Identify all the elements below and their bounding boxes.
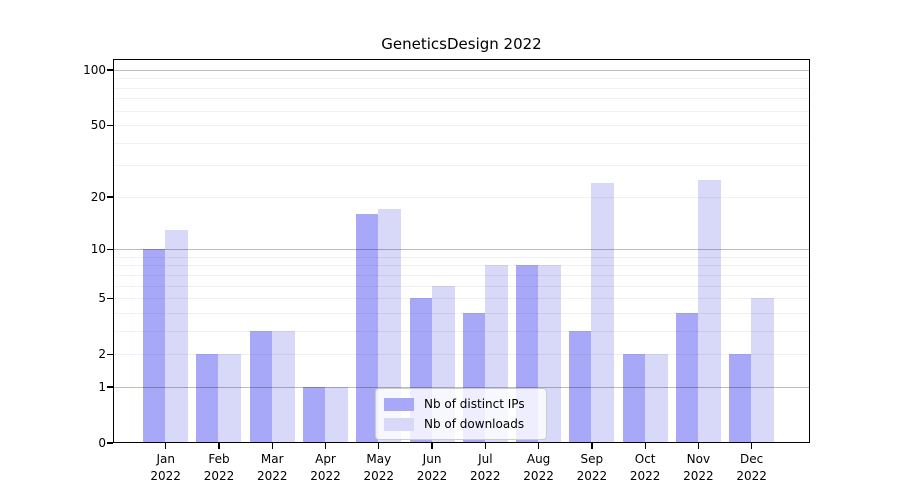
y-tick-mark bbox=[107, 248, 113, 250]
bar-downloads bbox=[751, 298, 775, 443]
minor-gridline bbox=[113, 110, 810, 112]
x-tick-mark bbox=[537, 443, 540, 449]
x-tick-mark bbox=[271, 443, 273, 449]
legend-swatch-downloads bbox=[384, 417, 414, 431]
bar-distinct-ips bbox=[356, 214, 380, 443]
bar-distinct-ips bbox=[196, 354, 220, 443]
x-tick-label: Mar 2022 bbox=[256, 452, 288, 483]
x-tick-label: Dec 2022 bbox=[736, 452, 767, 483]
x-tick-mark bbox=[644, 443, 646, 449]
bar-distinct-ips bbox=[622, 354, 646, 443]
major-gridline bbox=[113, 69, 810, 71]
x-tick-label: Apr 2022 bbox=[310, 452, 341, 483]
bar-downloads bbox=[644, 354, 668, 443]
minor-gridline bbox=[113, 285, 810, 287]
bar-downloads bbox=[218, 354, 242, 443]
x-tick-mark bbox=[218, 443, 220, 449]
legend: Nb of distinct IPs Nb of downloads bbox=[375, 388, 547, 440]
y-tick-mark bbox=[107, 124, 113, 126]
y-tick-mark bbox=[107, 297, 113, 299]
legend-item: Nb of distinct IPs bbox=[384, 394, 538, 414]
minor-gridline bbox=[113, 78, 810, 80]
plot-frame bbox=[113, 59, 810, 443]
x-tick-mark bbox=[484, 443, 487, 449]
minor-gridline bbox=[113, 354, 810, 356]
legend-label: Nb of downloads bbox=[424, 417, 525, 431]
y-tick-mark bbox=[107, 196, 113, 198]
x-tick-mark bbox=[165, 443, 167, 449]
y-tick-mark bbox=[107, 386, 113, 388]
x-tick-mark bbox=[324, 443, 327, 449]
y-tick-label: 5 bbox=[98, 291, 106, 306]
minor-gridline bbox=[113, 165, 810, 167]
bar-downloads bbox=[697, 179, 721, 443]
bar-downloads bbox=[165, 229, 189, 443]
x-tick-label: Feb 2022 bbox=[203, 452, 235, 483]
x-tick-label: Jan 2022 bbox=[150, 452, 181, 483]
x-tick-mark bbox=[378, 443, 380, 449]
bar-downloads bbox=[378, 209, 402, 443]
bar-downloads bbox=[271, 330, 295, 443]
minor-gridline bbox=[113, 142, 810, 144]
minor-gridline bbox=[113, 312, 810, 314]
y-tick-label: 1 bbox=[98, 379, 106, 394]
legend-swatch-distinct-ips bbox=[384, 397, 414, 411]
minor-gridline bbox=[113, 98, 810, 100]
x-tick-label: Oct 2022 bbox=[629, 452, 661, 483]
y-tick-mark bbox=[107, 442, 113, 444]
minor-gridline bbox=[113, 298, 810, 300]
y-tick-label: 20 bbox=[90, 189, 106, 204]
bar-distinct-ips bbox=[303, 386, 326, 443]
y-tick-mark bbox=[107, 353, 113, 355]
x-tick-mark bbox=[431, 443, 433, 449]
x-tick-mark bbox=[697, 443, 700, 449]
minor-gridline bbox=[113, 330, 810, 332]
y-tick-mark bbox=[107, 69, 113, 71]
major-gridline bbox=[113, 386, 810, 388]
x-tick-label: May 2022 bbox=[363, 452, 395, 483]
minor-gridline bbox=[113, 196, 810, 198]
minor-gridline bbox=[113, 265, 810, 267]
bar-distinct-ips bbox=[729, 354, 753, 443]
x-tick-label: Sep 2022 bbox=[576, 452, 608, 483]
y-tick-label: 0 bbox=[98, 436, 106, 450]
bar-distinct-ips bbox=[675, 312, 699, 443]
y-tick-label: 100 bbox=[83, 63, 106, 77]
x-tick-mark bbox=[591, 443, 593, 449]
y-tick-label: 50 bbox=[90, 118, 106, 133]
minor-gridline bbox=[113, 125, 810, 127]
x-tick-label: Nov 2022 bbox=[683, 452, 714, 483]
y-tick-label: 2 bbox=[98, 347, 106, 362]
minor-gridline bbox=[113, 87, 810, 89]
x-tick-mark bbox=[751, 443, 753, 449]
minor-gridline bbox=[113, 256, 810, 258]
x-tick-label: Jun 2022 bbox=[416, 452, 448, 483]
legend-label: Nb of distinct IPs bbox=[424, 397, 525, 411]
bar-distinct-ips bbox=[569, 330, 593, 443]
legend-item: Nb of downloads bbox=[384, 414, 538, 434]
bar-downloads bbox=[591, 182, 615, 443]
x-tick-label: Aug 2022 bbox=[523, 452, 554, 483]
bar-downloads bbox=[325, 386, 348, 443]
x-tick-label: Jul 2022 bbox=[470, 452, 501, 483]
major-gridline bbox=[113, 248, 810, 251]
bar-distinct-ips bbox=[143, 249, 167, 443]
chart-title: GeneticsDesign 2022 bbox=[381, 35, 542, 53]
y-tick-label: 10 bbox=[90, 242, 106, 257]
minor-gridline bbox=[113, 274, 810, 276]
bar-distinct-ips bbox=[249, 330, 273, 443]
